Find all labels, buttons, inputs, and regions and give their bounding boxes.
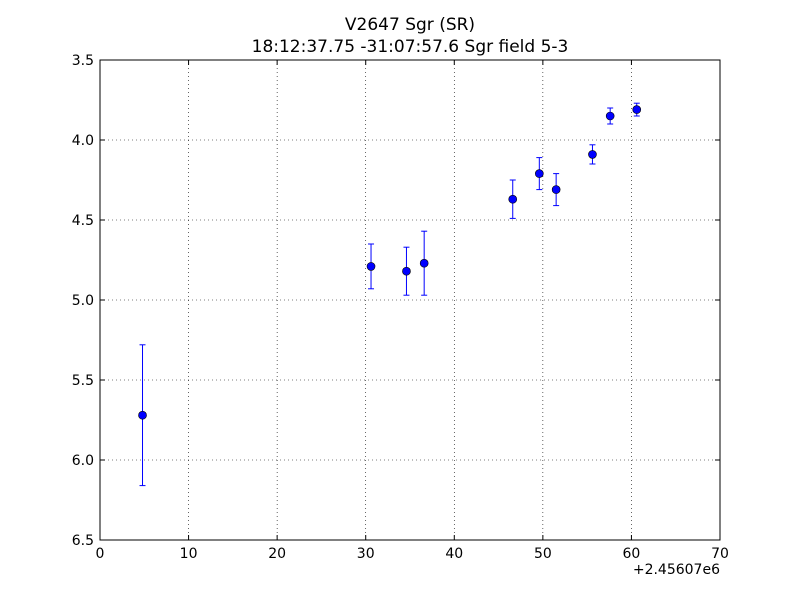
data-marker [588,150,597,159]
data-marker [138,410,147,420]
data-point-7 [588,144,597,165]
data-marker [535,169,544,178]
chart-subtitle: 18:12:37.75 -31:07:57.6 Sgr field 5-3 [252,37,569,57]
grid [100,60,720,540]
plot-frame [99,59,721,541]
data-point-3 [419,230,429,296]
y-tick-label: 6.5 [72,533,94,549]
y-tick-label: 4.0 [72,133,94,149]
data-point-0 [138,344,147,487]
data-point-6 [551,173,561,207]
y-tick-label: 6.0 [72,453,94,469]
x-tick-label: 60 [623,546,641,562]
y-tick-label: 4.5 [72,213,94,229]
x-tick-label: 50 [534,546,552,562]
y-tick-label: 3.5 [72,53,94,69]
data-point-4 [508,179,518,219]
data-point-1 [366,243,376,290]
y-tick-label: 5.0 [72,293,94,309]
x-offset-label: +2.45607e6 [633,562,720,578]
x-tick-label: 70 [711,546,729,562]
chart-title: V2647 Sgr (SR) [345,15,475,35]
axis-ticks: 0 10 20 30 40 50 60 70 3.5 4.0 4.5 5.0 5.5 6.0 6.5 [72,53,729,562]
x-tick-label: 20 [268,546,286,562]
data-marker [419,258,429,268]
data-point-2 [402,246,411,296]
data-marker [605,111,615,121]
data-point-5 [535,157,544,191]
data-points [138,102,642,487]
data-marker [508,194,518,204]
data-point-8 [605,107,615,125]
x-tick-label: 10 [180,546,198,562]
data-marker [402,266,411,276]
data-point-9 [632,102,642,117]
x-tick-label: 0 [96,546,105,562]
data-marker [366,262,376,271]
data-marker [551,185,561,194]
x-tick-label: 40 [445,546,463,562]
data-marker [632,105,642,114]
y-tick-label: 5.5 [72,373,94,389]
x-tick-label: 30 [357,546,375,562]
